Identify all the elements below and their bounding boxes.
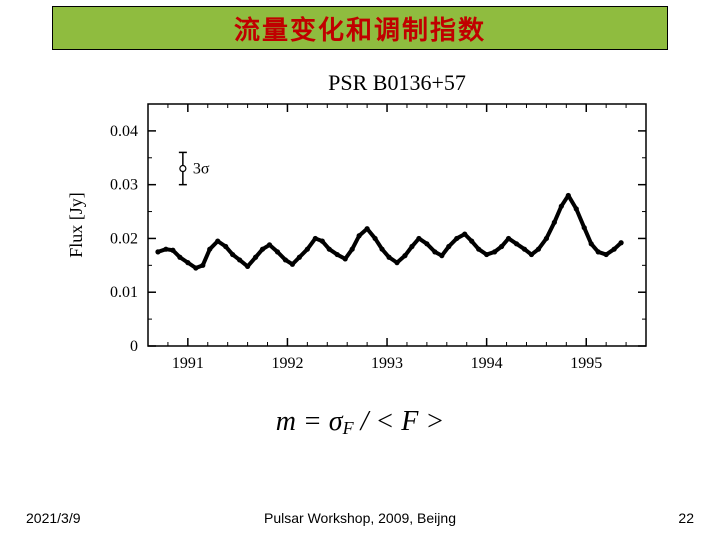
formula-text: m = σF / < F > <box>276 406 445 437</box>
svg-text:3σ: 3σ <box>193 161 210 178</box>
slide-footer: 2021/3/9 Pulsar Workshop, 2009, Beijng 2… <box>0 510 720 530</box>
svg-text:1995: 1995 <box>570 355 602 372</box>
slide-title: 流量变化和调制指数 <box>234 10 486 47</box>
svg-text:0.03: 0.03 <box>110 177 138 194</box>
svg-text:1991: 1991 <box>172 355 204 372</box>
flux-chart-svg: PSR B0136+57 0 0.01 0.02 0.03 0.04 1991 1992 199… <box>62 68 658 386</box>
svg-text:0: 0 <box>130 338 138 355</box>
svg-text:0.02: 0.02 <box>110 230 138 247</box>
svg-text:0.04: 0.04 <box>110 123 138 140</box>
modulation-index-formula: m = σF / < F > <box>0 406 720 439</box>
flux-chart: PSR B0136+57 0 0.01 0.02 0.03 0.04 1991 1992 199… <box>62 68 658 386</box>
svg-text:PSR B0136+57: PSR B0136+57 <box>328 70 466 95</box>
slide-title-bar: 流量变化和调制指数 <box>52 6 668 50</box>
footer-page: 22 <box>678 510 694 526</box>
footer-center: Pulsar Workshop, 2009, Beijng <box>0 510 720 526</box>
svg-text:1992: 1992 <box>271 355 303 372</box>
svg-text:Flux [Jy]: Flux [Jy] <box>66 192 86 258</box>
svg-text:0.01: 0.01 <box>110 284 138 301</box>
svg-text:1993: 1993 <box>371 355 403 372</box>
svg-text:1994: 1994 <box>471 355 503 372</box>
